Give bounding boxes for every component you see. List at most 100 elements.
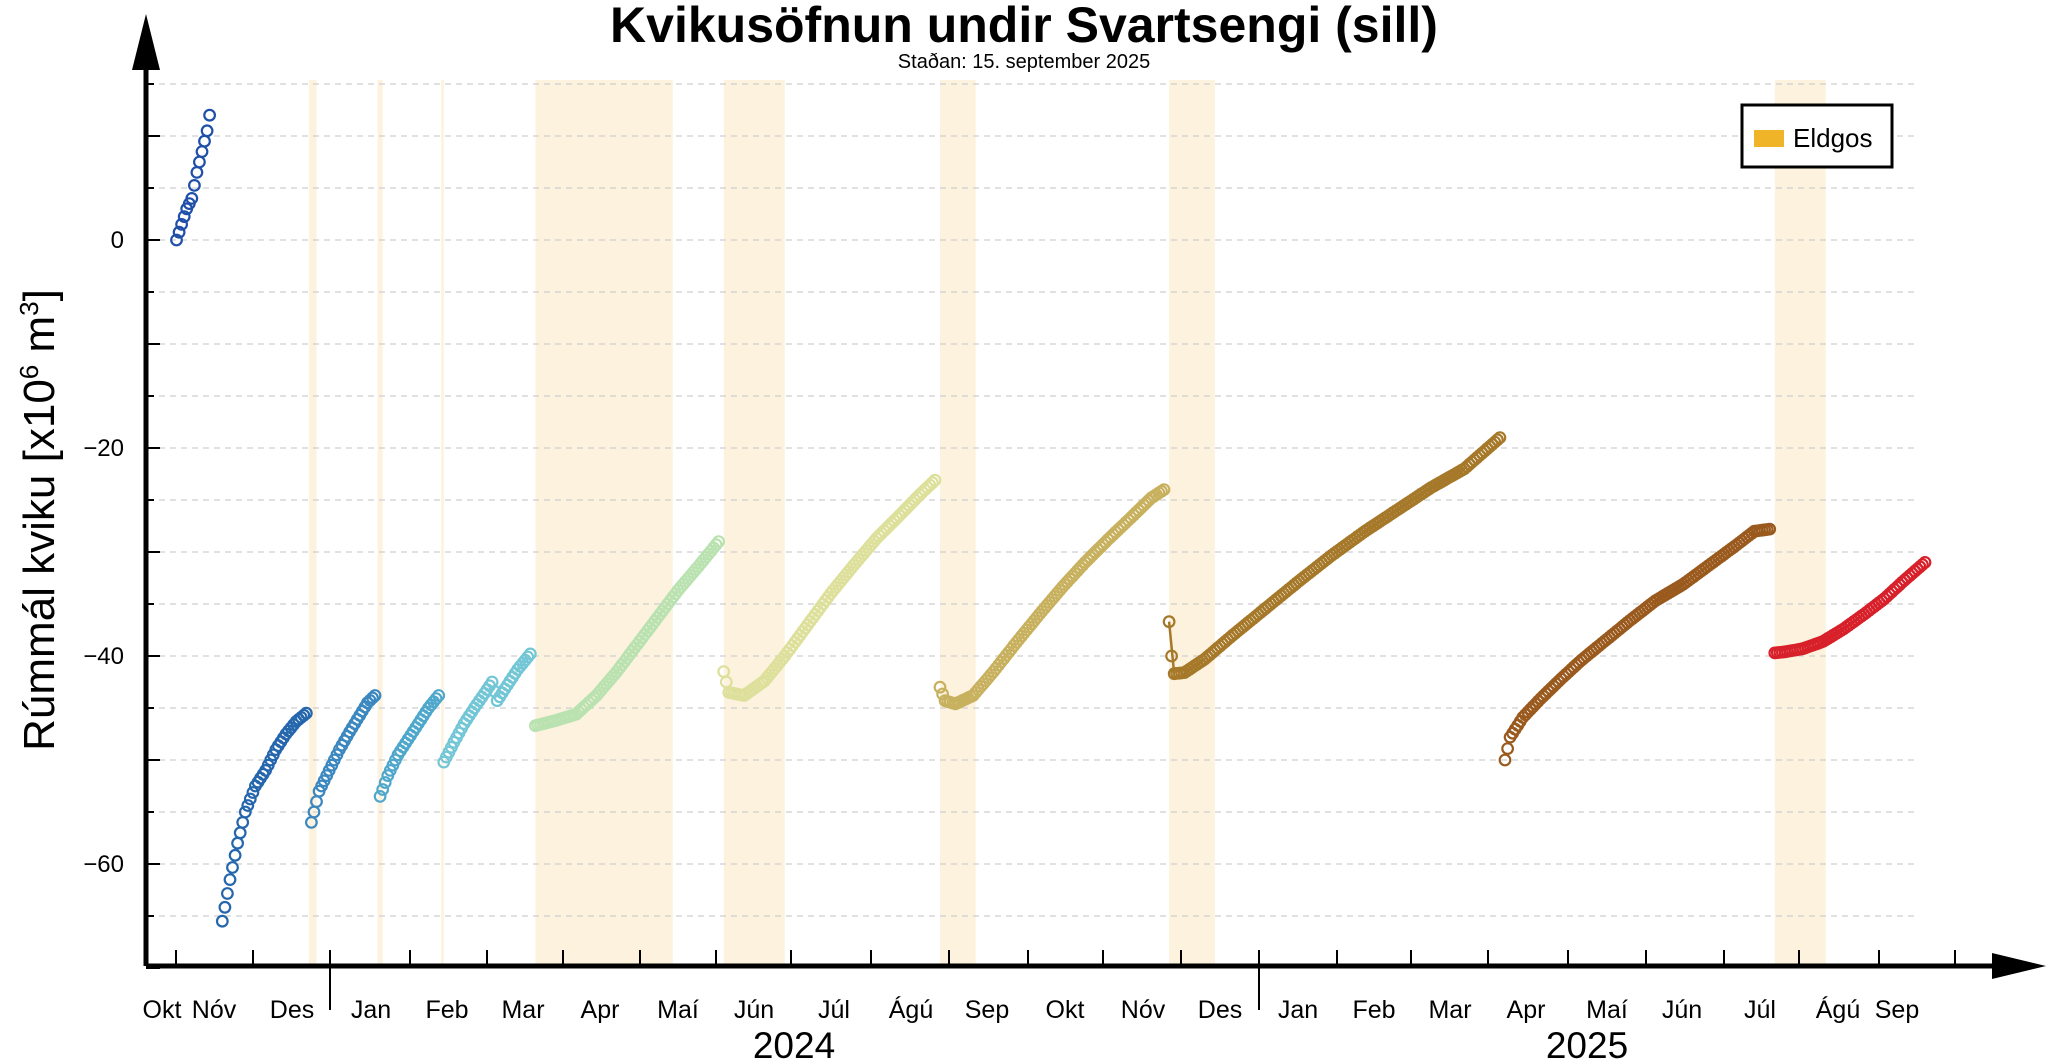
data-point (926, 476, 939, 490)
y-axis-arrow (132, 14, 160, 70)
gridlines (148, 83, 1915, 917)
eruption-band-4 (535, 80, 673, 964)
series-8 (933, 483, 1171, 711)
x-tick-label: Ágú (1816, 995, 1860, 1024)
data-point (378, 776, 392, 789)
data-point (195, 145, 209, 159)
eruption-periods (308, 80, 1826, 964)
data-point (1162, 615, 1176, 629)
x-tick-label: Jan (1278, 996, 1318, 1024)
data-point (236, 816, 250, 829)
data-point (228, 848, 242, 862)
series-connector (1167, 621, 1176, 674)
data-point (1157, 483, 1171, 497)
data-point (1501, 742, 1514, 755)
data-point (376, 783, 390, 796)
legend: Eldgos (1740, 103, 1894, 169)
x-tick-label: Jan (351, 996, 391, 1024)
data-point (170, 233, 183, 247)
data-point (712, 535, 725, 548)
eruption-band-7 (1169, 80, 1215, 964)
legend-swatch (1754, 130, 1784, 147)
x-tick-label: Mar (501, 996, 544, 1024)
eruption-band-8 (1774, 80, 1826, 964)
data-point (203, 108, 217, 122)
eruption-band-3 (441, 80, 444, 964)
y-axis-label-main: Rúmmál kviku [x10 (15, 379, 64, 751)
data-point (1165, 649, 1178, 663)
series-9 (1162, 431, 1507, 681)
y-tick-label: −20 (83, 435, 124, 462)
x-tick-label: Nóv (192, 996, 237, 1024)
x-tick-label: Nóv (1121, 996, 1166, 1024)
x-tick-label: Apr (581, 996, 620, 1024)
series-1 (170, 108, 217, 247)
data-point (1915, 558, 1929, 571)
data-point (299, 706, 313, 720)
series-10 (1498, 522, 1777, 767)
x-tick-label: Okt (1046, 996, 1085, 1024)
legend-label: Eldgos (1793, 123, 1873, 153)
x-tick-label: Feb (425, 996, 468, 1024)
chart-title: Kvikusöfnun undir Svartsengi (sill) (610, 0, 1438, 53)
data-point (233, 826, 247, 840)
data-point (190, 165, 204, 179)
data-point (172, 225, 186, 239)
data-point (307, 805, 321, 819)
y-axis-label: Rúmmál kviku [x106 m3] (14, 289, 64, 751)
data-point (1918, 556, 1932, 569)
data-point (192, 155, 206, 169)
data-point (432, 689, 446, 702)
data-point (297, 708, 311, 722)
data-point (1763, 522, 1777, 536)
data-point (305, 816, 318, 829)
data-point (1493, 431, 1507, 445)
legend-box (1740, 103, 1894, 169)
data-point (310, 795, 323, 808)
data-point (223, 873, 237, 886)
data-point (523, 647, 537, 661)
data-point (521, 650, 535, 664)
chart-subtitle: Staðan: 15. september 2025 (898, 51, 1150, 73)
data-point (215, 914, 229, 928)
data-point (185, 191, 199, 205)
data-point (187, 178, 201, 192)
data-point (246, 786, 260, 799)
y-axis-label-unit: m (15, 316, 64, 365)
y-tick-label: 0 (111, 227, 124, 254)
data-point (231, 836, 245, 850)
series-5 (437, 647, 537, 769)
eruption-band-6 (940, 80, 976, 964)
series-7 (717, 473, 942, 702)
data-point (933, 680, 947, 694)
eruption-band-5 (723, 80, 785, 964)
data-point (368, 689, 382, 702)
data-point (366, 691, 379, 705)
series-2 (215, 706, 313, 928)
y-tick-label: −60 (83, 851, 124, 878)
y-axis-label-bracket: ] (15, 289, 64, 301)
data-point (177, 210, 191, 224)
x-ticks: Okt Nóv Des Jan Feb Mar Apr Maí Jún Júl Ágú Sep Okt N… (143, 950, 1956, 1062)
data-point (719, 675, 733, 689)
x-tick-label: Mar (1428, 996, 1471, 1024)
data-point (928, 473, 942, 487)
x-tick-label: Maí (1586, 996, 1628, 1024)
data-point (200, 124, 214, 138)
y-axis-label-exponent-2: 3 (14, 301, 44, 315)
x-tick-label: Des (1198, 996, 1242, 1024)
data-point (238, 805, 252, 819)
data-point (243, 792, 257, 806)
series-4 (373, 689, 446, 803)
data-point (709, 538, 723, 552)
x-axis-arrow (1992, 953, 2046, 979)
x-tick-label: Feb (1352, 996, 1395, 1024)
data-point (175, 217, 189, 231)
x-tick-label: Maí (657, 996, 699, 1024)
x-tick-label: Júl (1744, 996, 1776, 1024)
data-series (170, 108, 1932, 928)
eruption-band-2 (377, 80, 383, 964)
series-11 (1768, 556, 1932, 660)
y-ticks: 0 −20 −40 −60 (83, 83, 160, 969)
